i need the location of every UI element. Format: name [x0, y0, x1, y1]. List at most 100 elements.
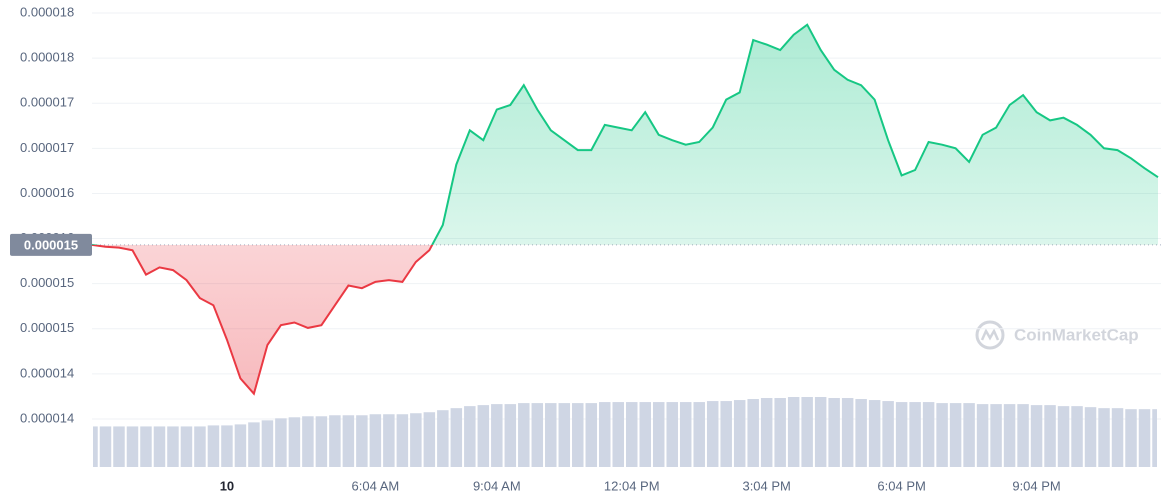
watermark: CoinMarketCap [975, 320, 1139, 350]
volume-bar [153, 426, 166, 467]
volume-bar [1044, 405, 1056, 467]
area-down [92, 244, 433, 394]
volume-bar [990, 404, 1002, 467]
volume-bar [599, 402, 611, 467]
volume-bar [1084, 407, 1097, 467]
volume-bar [679, 402, 692, 467]
volume-bar [639, 402, 651, 467]
x-tick-label: 6:04 PM [877, 478, 925, 493]
volume-bar [963, 403, 975, 467]
y-tick-label: 0.000017 [20, 95, 74, 110]
volume-bar [1138, 409, 1151, 467]
volume-bar [841, 398, 854, 467]
reference-badge [10, 233, 92, 256]
x-tick-label: 9:04 PM [1012, 478, 1060, 493]
volume-bar [1098, 408, 1110, 467]
volume-bar [194, 426, 206, 467]
volume-bar [882, 401, 894, 467]
volume-bar [234, 424, 247, 467]
volume-bar [342, 415, 355, 467]
volume-bar [949, 403, 962, 467]
volume-bar [1125, 409, 1137, 467]
y-tick-label: 0.000018 [20, 50, 74, 65]
volume-bar [801, 397, 813, 467]
y-tick-label: 0.000018 [20, 4, 74, 19]
volume-bar [747, 399, 759, 467]
volume-bar [410, 413, 422, 467]
volume-bar [814, 397, 827, 467]
volume-bar [1003, 404, 1016, 467]
volume-bar [936, 403, 948, 467]
volume-bar [383, 414, 395, 467]
price-line-down [91, 244, 434, 396]
volume-bar [248, 422, 260, 467]
volume-bar [760, 398, 773, 467]
area-up [92, 24, 1158, 245]
volume-bar [558, 403, 571, 467]
volume-bar [315, 416, 328, 467]
volume-bar [774, 398, 786, 467]
y-tick-label: 0.000017 [20, 140, 74, 155]
volume-bar [207, 425, 220, 467]
y-tick-label: 0.000015 [20, 320, 74, 335]
volume-bar [545, 403, 557, 467]
volume-bar [329, 415, 341, 467]
volume-bar [855, 399, 867, 467]
volume-bar [369, 414, 382, 467]
volume-bar [288, 417, 301, 467]
volume-bar [396, 414, 409, 467]
x-tick-label: 6:04 AM [352, 478, 400, 493]
volume-bar [626, 402, 638, 467]
volume-bar [895, 402, 908, 467]
volume-bar [302, 416, 314, 467]
volume-bar [113, 426, 125, 467]
volume-bar [666, 402, 678, 467]
watermark-text: CoinMarketCap [1014, 325, 1139, 344]
volume-bar [1030, 405, 1043, 467]
volume-bar [167, 426, 179, 467]
y-tick-label: 0.000014 [20, 365, 74, 380]
y-tick-label: 0.000014 [20, 410, 74, 425]
volume-bar [423, 412, 436, 467]
volume-bar [693, 402, 705, 467]
volume-bar [1071, 406, 1083, 467]
volume-bar [868, 400, 881, 467]
volume-bar [450, 408, 463, 467]
volume-bar [572, 403, 584, 467]
reference-label: 0.000015 [24, 237, 78, 252]
volume-bar [464, 406, 476, 467]
volume-bar [518, 403, 530, 467]
volume-bar [275, 418, 287, 467]
volume-bar [531, 403, 544, 467]
volume-bar [491, 404, 503, 467]
x-tick-label: 9:04 AM [473, 478, 521, 493]
volume-bar [1017, 404, 1029, 467]
volume-bar [356, 415, 368, 467]
x-tick-label: 10 [220, 478, 234, 493]
volume-bar [976, 404, 989, 467]
volume-bar [221, 425, 233, 467]
volume-bar [126, 426, 139, 467]
volume-bar [612, 402, 624, 467]
volume-bar [99, 426, 112, 467]
volume-bar [140, 426, 152, 467]
volume-bar [261, 420, 274, 467]
volume-bar [706, 401, 719, 467]
volume-bar [585, 403, 598, 467]
volume-bar [93, 426, 98, 467]
volume-bar [1152, 409, 1157, 467]
volume-bar [437, 410, 449, 467]
volume-bar [828, 398, 840, 467]
volume-bar [504, 404, 517, 467]
x-tick-label: 12:04 PM [604, 478, 660, 493]
volume-bar [652, 402, 665, 467]
price-line-up [92, 23, 1159, 245]
volume-bar [922, 402, 935, 467]
x-tick-label: 3:04 PM [742, 478, 790, 493]
volume-bar [180, 426, 193, 467]
y-tick-label: 0.000015 [20, 275, 74, 290]
volume-bar [477, 405, 490, 467]
volume-bar [720, 401, 732, 467]
